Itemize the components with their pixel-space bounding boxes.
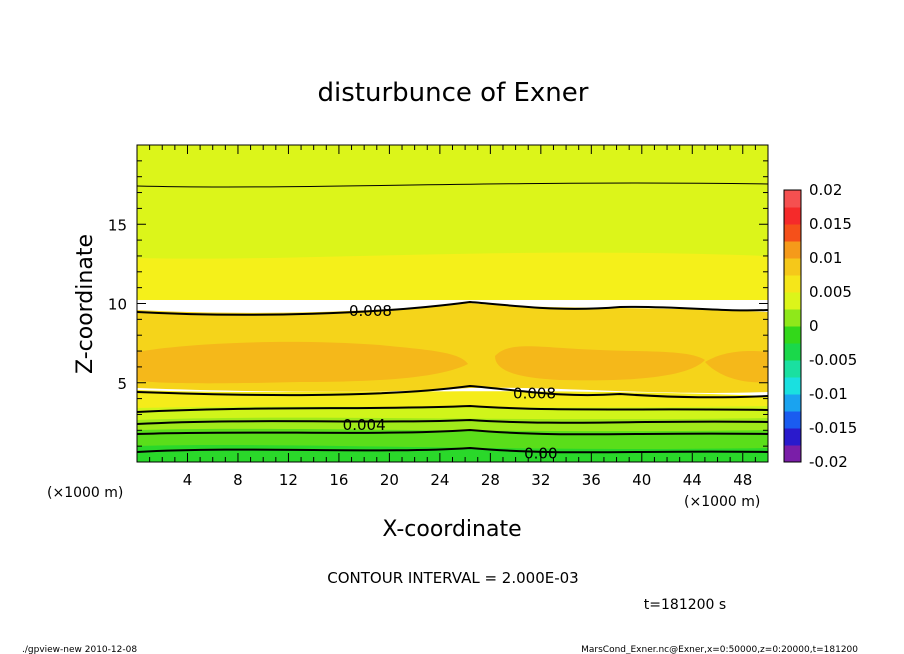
colorbar-segment xyxy=(784,258,801,276)
colorbar-tick-label: 0 xyxy=(809,317,819,335)
contour-lines xyxy=(137,182,768,454)
x-axis-ticks: 4 8 12 16 20 24 28 32 36 40 44 48 xyxy=(149,145,756,489)
colorbar-segment xyxy=(784,326,801,344)
chart-title: disturbunce of Exner xyxy=(318,78,589,108)
contour-interval-text: CONTOUR INTERVAL = 2.000E-03 xyxy=(327,569,578,587)
band-orange-1 xyxy=(137,341,468,384)
colorbar-segment xyxy=(784,241,801,259)
colorbar-segment xyxy=(784,275,801,293)
colorbar-tick-label: 0.02 xyxy=(809,181,842,199)
colorbar: 0.02 0.015 0.01 0.005 0 -0.005 -0.01 -0.015 -0.0… xyxy=(784,181,857,471)
colorbar-tick-label: -0.015 xyxy=(809,419,857,437)
contour-line xyxy=(137,418,768,425)
colorbar-segment xyxy=(784,190,801,208)
colorbar-segment xyxy=(784,428,801,446)
contour-label: 0.008 xyxy=(513,384,556,402)
x-axis-label: X-coordinate xyxy=(382,517,521,542)
colorbar-segment xyxy=(784,207,801,225)
y-axis-ticks: 5 10 15 xyxy=(108,160,768,447)
colorbar-tick-label: 0.005 xyxy=(809,283,852,301)
footer-left: ./gpview-new 2010-12-08 xyxy=(22,645,137,654)
y-axis-label: Z-coordinate xyxy=(73,234,98,374)
contour-label: 0.004 xyxy=(343,416,386,434)
x-tick-label: 12 xyxy=(279,471,298,489)
x-tick-label: 40 xyxy=(632,471,651,489)
colorbar-segment xyxy=(784,224,801,242)
x-tick-label: 4 xyxy=(183,471,193,489)
band-upper-yellow xyxy=(137,252,768,300)
colorbar-segment xyxy=(784,445,801,463)
contour-line xyxy=(137,300,768,316)
y-tick-label: 15 xyxy=(108,216,127,234)
contour-line xyxy=(137,404,768,413)
band-top xyxy=(137,145,768,265)
footer-right: MarsCond_Exner.nc@Exner,x=0:50000,z=0:20… xyxy=(581,645,858,654)
x-tick-label: 8 xyxy=(233,471,243,489)
colorbar-frame xyxy=(783,189,802,463)
y-tick-label: 5 xyxy=(117,375,127,393)
colorbar-segment xyxy=(784,394,801,412)
colorbar-segment xyxy=(784,411,801,429)
time-text: t=181200 s xyxy=(644,597,726,613)
colorbar-tick-label: -0.01 xyxy=(809,385,848,403)
x-tick-label: 24 xyxy=(430,471,449,489)
colorbar-tick-label: 0.015 xyxy=(809,215,852,233)
contour-line xyxy=(137,182,768,188)
colorbar-segment xyxy=(784,343,801,361)
colorbar-segment xyxy=(784,292,801,310)
colorbar-segment xyxy=(784,309,801,327)
x-tick-label: 44 xyxy=(683,471,702,489)
x-tick-label: 20 xyxy=(380,471,399,489)
x-tick-label: 16 xyxy=(329,471,348,489)
contour-label: 0.008 xyxy=(349,302,392,320)
contour-line xyxy=(137,384,768,399)
y-tick-label: 10 xyxy=(108,296,127,314)
contour-line xyxy=(137,446,768,454)
x-tick-label: 48 xyxy=(733,471,752,489)
contour-line xyxy=(137,428,768,436)
colorbar-tick-label: -0.005 xyxy=(809,351,857,369)
colorbar-tick-label: 0.01 xyxy=(809,249,842,267)
colorbar-segment xyxy=(784,360,801,378)
x-axis-unit-left: (×1000 m) xyxy=(47,485,123,501)
x-tick-label: 32 xyxy=(531,471,550,489)
plot-area xyxy=(137,145,768,462)
band-orange-3 xyxy=(705,351,768,383)
colorbar-tick-label: -0.02 xyxy=(809,453,848,471)
colorbar-segment xyxy=(784,377,801,395)
x-tick-label: 28 xyxy=(481,471,500,489)
x-tick-label: 36 xyxy=(582,471,601,489)
band-orange-2 xyxy=(495,346,705,381)
x-axis-unit-right: (×1000 m) xyxy=(684,494,760,510)
